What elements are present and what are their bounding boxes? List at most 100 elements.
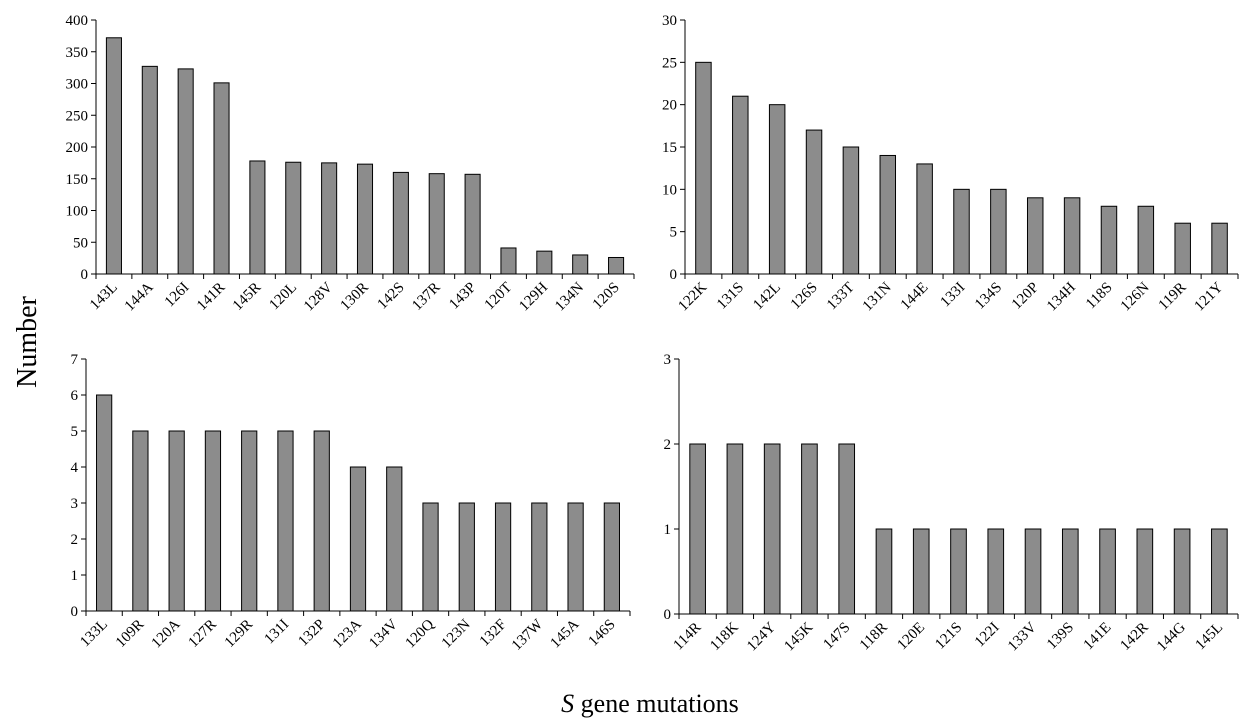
tl-bar-143L [105, 37, 122, 275]
tr-y-tick-label: 15 [662, 140, 677, 156]
br-bar-145L [1211, 528, 1228, 615]
tr-bar-119R [1174, 222, 1191, 275]
tr-bar-133I [953, 188, 970, 275]
tl-bar-129H [536, 250, 553, 275]
tl-bar-145R [249, 160, 266, 275]
bl-bar-123A [349, 466, 367, 612]
tr-y-tick-label: 30 [662, 13, 677, 29]
tr-y-tick-label: 5 [670, 225, 678, 241]
tl-y-tick-label: 0 [81, 267, 89, 283]
tl-y-tick-label: 300 [66, 77, 89, 93]
x-axis-title-rest: gene mutations [574, 689, 739, 718]
tl-category-label: 134N [552, 279, 587, 314]
br-bar-120E [912, 528, 930, 615]
tr-bar-122K [695, 61, 712, 275]
tl-bar-126I [177, 68, 194, 275]
br-category-label: 145L [1192, 620, 1226, 654]
br-bar-144G [1173, 528, 1191, 615]
bl-category-label: 137W [509, 616, 547, 654]
tl-bar-128V [321, 162, 338, 275]
tl-category-label: 120L [266, 280, 300, 314]
tr-category-label: 121Y [1192, 279, 1227, 314]
bl-bar-137W [531, 502, 548, 612]
bl-y-tick-label: 2 [71, 532, 79, 548]
bl-bar-109R [132, 430, 149, 612]
bl-bar-131I [277, 430, 294, 612]
br-category-label: 118R [857, 620, 891, 654]
tl-bar-142S [392, 171, 409, 275]
y-axis-title: Number [12, 295, 43, 387]
tr-category-label: 133T [824, 280, 858, 314]
tr-bar-134H [1063, 197, 1081, 275]
tl-bar-137R [428, 173, 445, 275]
bl-category-label: 145A [548, 616, 583, 651]
bl-category-label: 129R [222, 617, 256, 651]
tr-y-tick-label: 20 [662, 98, 677, 114]
tr-bar-142L [768, 104, 786, 275]
br-bar-118K [726, 443, 744, 615]
tr-bar-126N [1137, 205, 1155, 275]
bl-category-label: 120Q [402, 616, 437, 651]
x-axis-title-italic: S [561, 689, 574, 718]
tl-bar-143P [464, 173, 481, 275]
tr-bar-121Y [1211, 222, 1228, 275]
tl-y-tick-label: 350 [66, 45, 89, 61]
tr-category-label: 142L [750, 280, 784, 314]
tl-y-tick-label: 50 [73, 235, 88, 251]
tr-category-label: 122K [675, 279, 710, 314]
br-bar-114R [689, 443, 706, 615]
tl-y-tick-label: 100 [66, 204, 89, 220]
tl-y-tick-label: 150 [66, 172, 89, 188]
bl-bar-132F [494, 502, 512, 612]
tr-category-label: 131S [714, 280, 747, 313]
tl-y-tick-label: 200 [66, 140, 89, 156]
bl-category-label: 146S [586, 617, 619, 650]
x-axis-title: S gene mutations [561, 689, 739, 718]
br-bar-139S [1061, 528, 1079, 615]
br-bar-141E [1099, 528, 1116, 615]
br-category-label: 124Y [744, 619, 779, 654]
br-y-tick-label: 0 [664, 607, 672, 623]
bl-category-label: 127R [185, 617, 219, 651]
tl-category-label: 141R [194, 280, 228, 314]
bl-category-label: 132F [477, 617, 510, 650]
panel-top-right: 0 5 10 15 20 25 30 122K 131S 142L 126S 133T 131N 144E… [662, 13, 1239, 314]
tr-category-label: 126S [788, 280, 821, 313]
bl-bar-129R [241, 430, 258, 612]
bl-bar-133L [96, 394, 113, 612]
tr-category-label: 126N [1118, 279, 1153, 314]
bl-bar-120Q [422, 502, 439, 612]
tl-y-tick-label: 400 [66, 13, 89, 29]
bl-bar-146S [603, 502, 620, 612]
bl-category-label: 132P [295, 617, 328, 650]
bl-bar-127R [204, 430, 222, 612]
tr-category-label: 120P [1009, 280, 1042, 313]
tl-category-label: 126I [162, 280, 193, 311]
tl-bar-134N [572, 254, 589, 275]
br-bar-118R [875, 528, 893, 615]
br-category-label: 147S [820, 620, 853, 653]
tl-bar-141R [213, 82, 230, 275]
br-category-label: 144G [1154, 619, 1189, 654]
br-category-label: 114R [671, 620, 705, 654]
br-bar-124Y [763, 443, 781, 615]
tr-category-label: 134H [1044, 279, 1079, 314]
br-y-tick-label: 3 [664, 352, 672, 368]
br-bar-133V [1024, 528, 1042, 615]
br-category-label: 139S [1044, 620, 1077, 653]
tr-category-label: 131N [860, 279, 895, 314]
panel-bottom-left: 0 1 2 3 4 5 6 7 133L 109R 120A 127R 129R 131I 132P 123A… [71, 352, 631, 654]
bl-category-label: 123N [439, 616, 474, 651]
bl-category-label: 131I [262, 617, 293, 648]
tl-category-label: 143P [446, 280, 479, 313]
tr-category-label: 134S [972, 280, 1005, 313]
tl-bar-130R [356, 163, 374, 275]
br-y-tick-label: 1 [664, 522, 672, 538]
br-bar-121S [950, 528, 967, 615]
bl-bar-120A [168, 430, 185, 612]
tl-category-label: 130R [338, 280, 372, 314]
br-category-label: 141E [1081, 620, 1115, 654]
bl-y-tick-label: 6 [71, 388, 79, 404]
panel-bottom-right: 0 1 2 3 114R 118K 124Y 145K 147S 118R 120E 121S 122I… [664, 352, 1239, 654]
